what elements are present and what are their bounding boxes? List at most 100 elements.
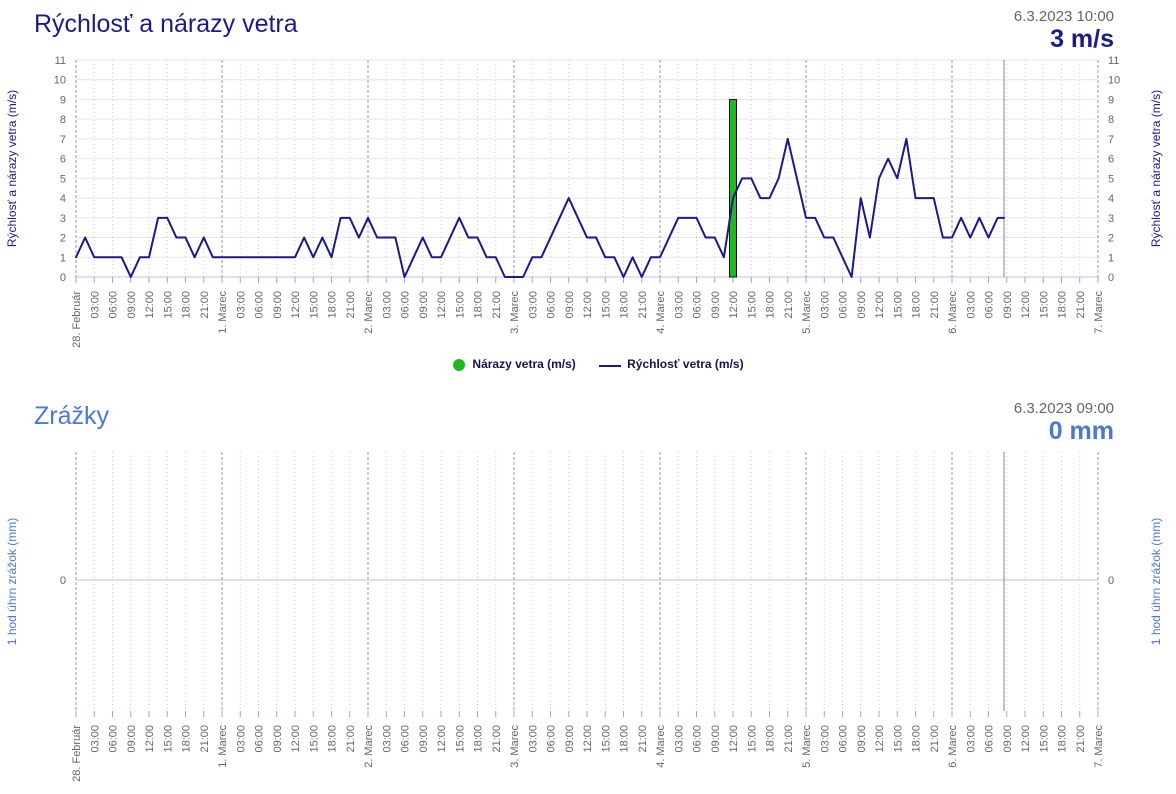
svg-text:15:00: 15:00 xyxy=(892,291,904,319)
svg-text:3: 3 xyxy=(60,213,66,225)
svg-text:03:00: 03:00 xyxy=(527,725,539,753)
svg-text:5: 5 xyxy=(60,173,66,185)
svg-text:15:00: 15:00 xyxy=(600,291,612,319)
svg-text:03:00: 03:00 xyxy=(235,725,247,753)
svg-text:12:00: 12:00 xyxy=(1020,291,1032,319)
svg-text:03:00: 03:00 xyxy=(673,291,685,319)
svg-text:5. Marec: 5. Marec xyxy=(801,291,813,334)
svg-text:09:00: 09:00 xyxy=(564,291,576,319)
svg-text:7. Marec: 7. Marec xyxy=(1093,291,1105,334)
svg-text:03:00: 03:00 xyxy=(381,725,393,753)
svg-text:Rýchlosť a nárazy vetra (m/s): Rýchlosť a nárazy vetra (m/s) xyxy=(1149,90,1163,247)
svg-text:15:00: 15:00 xyxy=(162,725,174,753)
svg-text:18:00: 18:00 xyxy=(473,725,485,753)
svg-text:06:00: 06:00 xyxy=(692,291,704,319)
svg-text:1. Marec: 1. Marec xyxy=(217,291,229,334)
svg-text:0: 0 xyxy=(1108,272,1114,284)
svg-text:03:00: 03:00 xyxy=(819,291,831,319)
svg-text:06:00: 06:00 xyxy=(838,725,850,753)
svg-text:4: 4 xyxy=(1108,193,1114,205)
svg-text:12:00: 12:00 xyxy=(1020,725,1032,753)
svg-text:06:00: 06:00 xyxy=(546,725,558,753)
svg-text:2. Marec: 2. Marec xyxy=(363,291,375,334)
svg-text:6. Marec: 6. Marec xyxy=(947,291,959,334)
svg-text:12:00: 12:00 xyxy=(874,291,886,319)
svg-text:06:00: 06:00 xyxy=(254,291,266,319)
svg-text:0: 0 xyxy=(60,575,66,587)
svg-text:6. Marec: 6. Marec xyxy=(947,725,959,768)
svg-text:21:00: 21:00 xyxy=(491,291,503,319)
svg-text:21:00: 21:00 xyxy=(637,291,649,319)
svg-text:Rýchlosť a nárazy vetra (m/s): Rýchlosť a nárazy vetra (m/s) xyxy=(5,90,19,247)
svg-text:12:00: 12:00 xyxy=(144,725,156,753)
svg-text:09:00: 09:00 xyxy=(418,725,430,753)
svg-text:18:00: 18:00 xyxy=(181,291,193,319)
svg-text:21:00: 21:00 xyxy=(929,291,941,319)
svg-text:4. Marec: 4. Marec xyxy=(655,725,667,768)
svg-text:28. Február: 28. Február xyxy=(71,291,83,348)
svg-text:09:00: 09:00 xyxy=(856,725,868,753)
svg-text:12:00: 12:00 xyxy=(144,291,156,319)
svg-text:18:00: 18:00 xyxy=(619,725,631,753)
svg-text:1 hod úhrn zrážok (mm): 1 hod úhrn zrážok (mm) xyxy=(5,518,19,645)
svg-text:06:00: 06:00 xyxy=(400,725,412,753)
svg-text:03:00: 03:00 xyxy=(673,725,685,753)
svg-text:06:00: 06:00 xyxy=(400,291,412,319)
svg-text:21:00: 21:00 xyxy=(199,291,211,319)
svg-text:12:00: 12:00 xyxy=(290,291,302,319)
svg-text:15:00: 15:00 xyxy=(746,291,758,319)
svg-text:09:00: 09:00 xyxy=(126,291,138,319)
svg-text:11: 11 xyxy=(55,55,66,67)
svg-text:09:00: 09:00 xyxy=(564,725,576,753)
svg-text:03:00: 03:00 xyxy=(527,291,539,319)
svg-text:09:00: 09:00 xyxy=(856,291,868,319)
svg-text:5: 5 xyxy=(1108,173,1114,185)
svg-text:03:00: 03:00 xyxy=(819,725,831,753)
svg-text:18:00: 18:00 xyxy=(911,725,923,753)
svg-text:06:00: 06:00 xyxy=(546,291,558,319)
svg-text:12:00: 12:00 xyxy=(582,291,594,319)
svg-text:09:00: 09:00 xyxy=(1002,291,1014,319)
svg-text:12:00: 12:00 xyxy=(290,725,302,753)
svg-text:21:00: 21:00 xyxy=(929,725,941,753)
svg-text:21:00: 21:00 xyxy=(783,291,795,319)
svg-text:15:00: 15:00 xyxy=(600,725,612,753)
svg-text:12:00: 12:00 xyxy=(728,725,740,753)
svg-text:09:00: 09:00 xyxy=(272,291,284,319)
svg-text:7: 7 xyxy=(60,134,66,146)
svg-text:1: 1 xyxy=(1108,252,1114,264)
svg-text:21:00: 21:00 xyxy=(637,725,649,753)
svg-text:18:00: 18:00 xyxy=(1057,725,1069,753)
svg-text:03:00: 03:00 xyxy=(235,291,247,319)
svg-text:3. Marec: 3. Marec xyxy=(509,725,521,768)
svg-text:10: 10 xyxy=(54,75,66,87)
svg-text:18:00: 18:00 xyxy=(327,291,339,319)
svg-text:18:00: 18:00 xyxy=(181,725,193,753)
svg-text:03:00: 03:00 xyxy=(965,291,977,319)
svg-text:21:00: 21:00 xyxy=(1075,291,1087,319)
svg-text:06:00: 06:00 xyxy=(254,725,266,753)
svg-text:15:00: 15:00 xyxy=(1038,725,1050,753)
svg-text:09:00: 09:00 xyxy=(126,725,138,753)
svg-text:18:00: 18:00 xyxy=(765,725,777,753)
svg-text:15:00: 15:00 xyxy=(1038,291,1050,319)
svg-text:15:00: 15:00 xyxy=(162,291,174,319)
svg-text:21:00: 21:00 xyxy=(491,725,503,753)
svg-text:6: 6 xyxy=(60,154,66,166)
svg-text:9: 9 xyxy=(60,94,66,106)
svg-text:15:00: 15:00 xyxy=(454,291,466,319)
svg-text:18:00: 18:00 xyxy=(473,291,485,319)
svg-text:09:00: 09:00 xyxy=(710,725,722,753)
svg-text:09:00: 09:00 xyxy=(418,291,430,319)
svg-text:15:00: 15:00 xyxy=(892,725,904,753)
svg-text:21:00: 21:00 xyxy=(345,725,357,753)
svg-text:5. Marec: 5. Marec xyxy=(801,725,813,768)
svg-text:18:00: 18:00 xyxy=(1057,291,1069,319)
svg-text:7. Marec: 7. Marec xyxy=(1093,725,1105,768)
svg-text:10: 10 xyxy=(1108,75,1120,87)
svg-text:11: 11 xyxy=(1108,55,1119,67)
svg-text:12:00: 12:00 xyxy=(582,725,594,753)
svg-text:2: 2 xyxy=(1108,233,1114,245)
svg-text:7: 7 xyxy=(1108,134,1114,146)
svg-text:06:00: 06:00 xyxy=(692,725,704,753)
